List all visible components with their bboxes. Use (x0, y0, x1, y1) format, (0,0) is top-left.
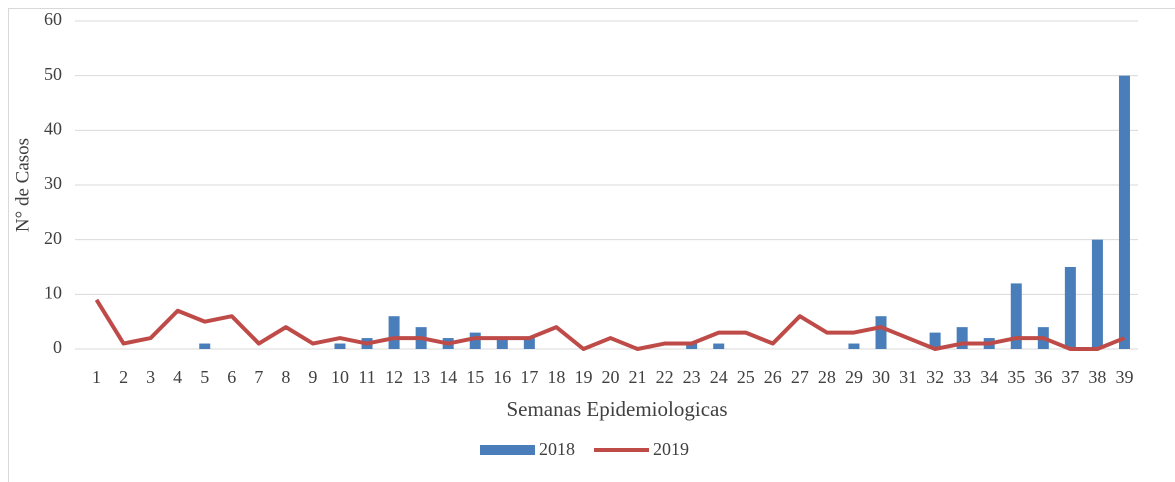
x-tick-label: 9 (308, 367, 317, 387)
x-tick-label: 25 (737, 367, 755, 387)
bar (1064, 267, 1076, 349)
x-tick-label: 21 (629, 367, 647, 387)
x-tick-label: 11 (358, 367, 375, 387)
x-tick-label: 29 (845, 367, 863, 387)
bar (848, 343, 860, 349)
x-tick-label: 5 (200, 367, 209, 387)
y-tick-label: 40 (44, 118, 62, 138)
bar (334, 343, 346, 349)
x-tick-label: 13 (412, 367, 430, 387)
x-axis-title: Semanas Epidemiologicas (506, 397, 727, 421)
x-tick-label: 24 (710, 367, 728, 387)
y-tick-label: 60 (44, 9, 62, 29)
x-tick-label: 23 (683, 367, 701, 387)
x-tick-label: 6 (227, 367, 236, 387)
x-tick-label: 33 (953, 367, 971, 387)
legend-label: 2018 (539, 439, 575, 459)
bar (469, 332, 481, 349)
bar (199, 343, 211, 349)
x-tick-label: 35 (1007, 367, 1025, 387)
x-tick-label: 32 (926, 367, 944, 387)
y-axis-title: N° de Casos (12, 138, 33, 232)
x-tick-label: 8 (281, 367, 290, 387)
x-tick-label: 36 (1034, 367, 1052, 387)
y-tick-label: 0 (53, 337, 62, 357)
x-tick-label: 1 (92, 367, 101, 387)
x-tick-label: 30 (872, 367, 890, 387)
bar (388, 316, 400, 349)
x-tick-label: 15 (466, 367, 484, 387)
x-tick-label: 3 (146, 367, 155, 387)
x-tick-label: 4 (173, 367, 182, 387)
x-tick-label: 16 (493, 367, 511, 387)
x-tick-label: 38 (1088, 367, 1106, 387)
bar (956, 327, 968, 349)
bar (686, 343, 698, 349)
legend-label: 2019 (653, 439, 689, 459)
x-tick-label: 28 (818, 367, 836, 387)
x-tick-label: 34 (980, 367, 998, 387)
bar (1118, 75, 1130, 350)
bar (496, 338, 508, 349)
x-tick-label: 12 (385, 367, 403, 387)
x-tick-label: 17 (520, 367, 538, 387)
x-tick-label: 10 (331, 367, 349, 387)
legend-swatch (480, 445, 535, 455)
x-tick-label: 22 (656, 367, 674, 387)
bar (1091, 239, 1103, 349)
x-tick-label: 26 (764, 367, 782, 387)
x-tick-label: 39 (1115, 367, 1133, 387)
x-tick-label: 19 (574, 367, 592, 387)
bar (713, 343, 725, 349)
bar (1010, 283, 1022, 349)
bar (875, 316, 887, 349)
frame (8, 8, 1175, 482)
x-tick-label: 18 (547, 367, 565, 387)
bar (929, 332, 941, 349)
line (94, 298, 1126, 351)
x-tick-label: 2 (119, 367, 128, 387)
y-tick-label: 20 (44, 228, 62, 248)
bar (523, 338, 535, 349)
y-tick-label: 30 (44, 173, 62, 193)
x-tick-label: 37 (1061, 367, 1079, 387)
y-tick-label: 50 (44, 64, 62, 84)
y-tick-label: 10 (44, 282, 62, 302)
x-tick-label: 31 (899, 367, 917, 387)
x-tick-label: 7 (254, 367, 263, 387)
x-tick-label: 20 (602, 367, 620, 387)
x-tick-label: 27 (791, 367, 809, 387)
x-tick-label: 14 (439, 367, 457, 387)
